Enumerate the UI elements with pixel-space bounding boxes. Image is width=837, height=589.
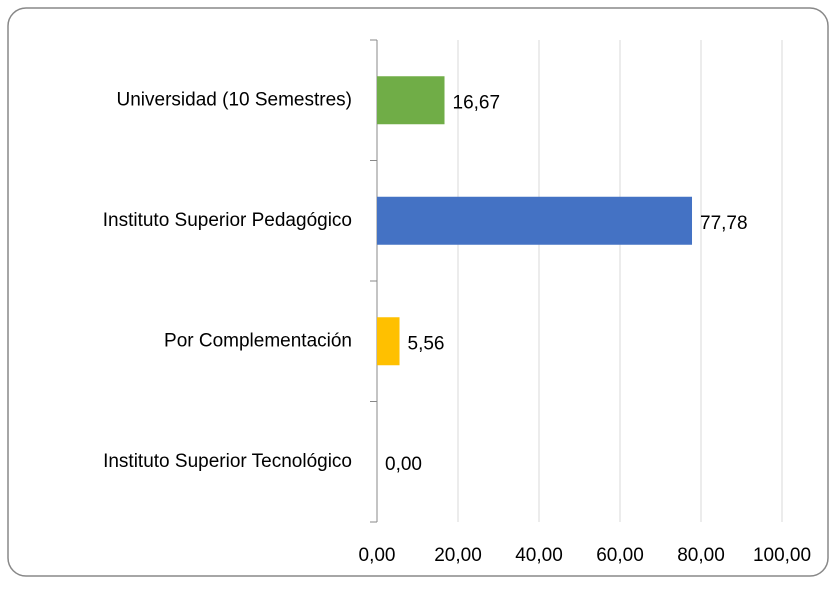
data-label: 16,67: [453, 92, 501, 113]
bar: [377, 196, 693, 245]
data-label: 5,56: [408, 333, 445, 354]
y-tick-label: Instituto Superior Tecnológico: [103, 451, 352, 472]
data-label: 77,78: [700, 213, 748, 234]
y-tick-label: Universidad (10 Semestres): [117, 89, 352, 110]
y-tick-label: Por Complementación: [164, 330, 352, 351]
chart-border: [7, 7, 829, 577]
x-tick-label: 100,00: [753, 545, 811, 566]
bar: [377, 76, 445, 125]
x-tick-label: 40,00: [515, 545, 563, 566]
bar: [377, 317, 400, 366]
data-label: 0,00: [385, 454, 422, 475]
y-tick-label: Instituto Superior Pedagógico: [103, 210, 352, 231]
x-tick-label: 0,00: [359, 545, 396, 566]
x-tick-label: 80,00: [677, 545, 725, 566]
x-tick-label: 60,00: [596, 545, 644, 566]
x-tick-label: 20,00: [434, 545, 482, 566]
